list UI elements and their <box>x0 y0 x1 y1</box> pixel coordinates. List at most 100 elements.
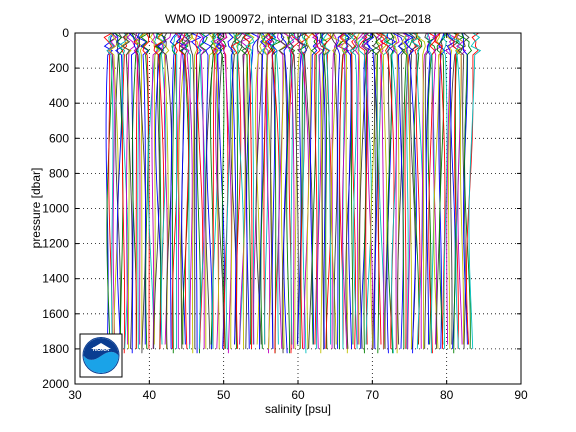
profile-lines <box>103 33 482 354</box>
profile-line <box>283 33 295 349</box>
profile-line <box>462 33 469 345</box>
profile-line <box>178 33 190 349</box>
profile-line <box>366 33 378 349</box>
noaa-logo-text: NOAA <box>93 347 109 353</box>
profile-line <box>454 33 466 345</box>
profile-line <box>436 33 446 345</box>
profile-line <box>241 33 252 345</box>
profile-line <box>376 33 385 349</box>
profile-line <box>297 33 313 349</box>
x-axis: 30 40 50 60 70 80 90 <box>68 33 528 402</box>
profile-line <box>185 33 196 349</box>
y-axis: 0 200 400 600 800 1000 1200 1400 1600 1800 2000 <box>42 26 521 391</box>
profile-line <box>425 33 436 345</box>
profile-line <box>315 33 327 349</box>
profile-line <box>180 33 193 345</box>
profile-line <box>267 33 278 349</box>
profile-line <box>370 33 384 349</box>
profile-line <box>432 33 443 345</box>
x-tick-label: 70 <box>366 388 380 402</box>
profile-line <box>343 33 353 349</box>
profile-line <box>445 33 456 345</box>
profile-line <box>133 33 144 349</box>
profile-line <box>171 33 180 349</box>
profile-line <box>287 33 299 345</box>
profile-line <box>259 33 267 349</box>
x-tick-label: 80 <box>440 388 454 402</box>
profile-line <box>359 33 372 349</box>
profile-line <box>311 33 325 349</box>
y-tick-label: 1800 <box>42 342 69 356</box>
profile-line <box>452 33 459 349</box>
profile-line <box>133 33 141 345</box>
profile-line <box>196 33 208 354</box>
profile-line <box>349 33 360 349</box>
profile-line <box>278 33 288 354</box>
profile-line <box>169 33 178 349</box>
profile-line <box>225 33 237 349</box>
y-tick-label: 200 <box>49 61 69 75</box>
profile-line <box>468 33 482 349</box>
profile-line <box>337 33 350 349</box>
profile-line <box>403 33 415 349</box>
profile-line <box>450 33 460 345</box>
profile-line <box>320 33 326 349</box>
chart-title: WMO ID 1900972, internal ID 3183, 21–Oct… <box>165 12 431 26</box>
profile-line <box>280 33 288 354</box>
profile-line <box>260 33 273 349</box>
profile-line <box>441 33 450 349</box>
profile-line <box>198 33 205 349</box>
x-tick-label: 50 <box>217 388 231 402</box>
profile-line <box>416 33 426 349</box>
profile-line <box>233 33 244 345</box>
profile-line <box>408 33 419 349</box>
profile-line <box>358 33 372 345</box>
profile-line <box>114 33 124 349</box>
profile-line <box>320 33 328 349</box>
profile-line <box>349 33 357 349</box>
profile-line <box>321 33 332 345</box>
profile-line <box>255 33 263 345</box>
profile-line <box>370 33 381 349</box>
profile-line <box>278 33 290 349</box>
profile-line <box>320 33 332 354</box>
profile-line <box>297 33 308 349</box>
profile-line <box>403 33 417 354</box>
profile-line <box>383 33 397 354</box>
profile-line <box>331 33 338 349</box>
profile-line <box>106 33 118 349</box>
y-tick-label: 0 <box>62 26 69 40</box>
profile-line <box>108 33 118 349</box>
profile-line <box>360 33 374 349</box>
profile-line <box>434 33 446 349</box>
profile-line <box>157 33 170 349</box>
profile-line <box>205 33 219 349</box>
y-tick-label: 800 <box>49 166 69 180</box>
profile-line <box>136 33 149 345</box>
y-tick-label: 600 <box>49 131 69 145</box>
x-tick-label: 60 <box>291 388 305 402</box>
profile-line <box>216 33 225 345</box>
x-tick-label: 40 <box>143 388 157 402</box>
profile-line <box>356 33 361 345</box>
profile-line <box>142 33 150 349</box>
profile-line <box>201 33 213 349</box>
profile-line <box>219 33 232 354</box>
x-tick-label: 30 <box>68 388 82 402</box>
profile-line <box>140 33 150 349</box>
profile-line <box>227 33 237 345</box>
profile-line <box>242 33 255 349</box>
profile-line <box>197 33 206 349</box>
profile-line <box>171 33 183 354</box>
x-axis-label: salinity [psu] <box>265 402 331 416</box>
profile-line <box>311 33 321 345</box>
profile-line <box>121 33 133 349</box>
profile-line <box>262 33 273 354</box>
profile-line <box>179 33 190 345</box>
profile-line <box>395 33 408 345</box>
profile-line <box>263 33 274 345</box>
profile-line <box>286 33 296 354</box>
y-tick-label: 1400 <box>42 272 69 286</box>
profile-line <box>294 33 305 349</box>
